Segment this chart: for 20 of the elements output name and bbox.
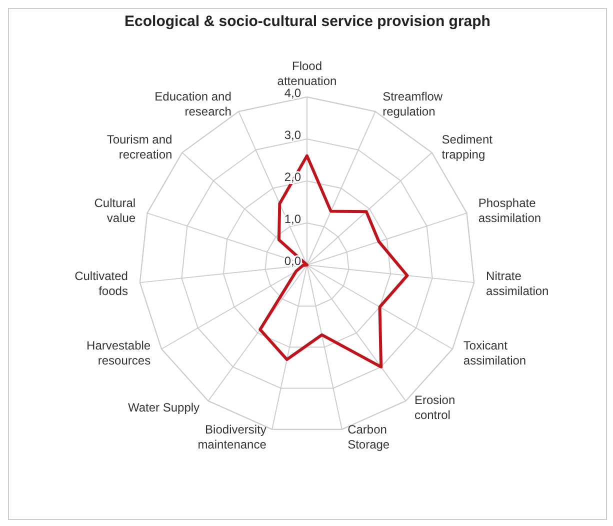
- spoke-label: Erosion control: [414, 392, 456, 422]
- spoke-label: Carbon Storage: [348, 422, 390, 452]
- spoke-label: Cultural value: [94, 196, 136, 226]
- spoke-label: Phosphate assimilation: [478, 196, 542, 226]
- chart-title: Ecological & socio-cultural service provision graph: [124, 13, 492, 30]
- spoke-label: Flood attenuation: [277, 59, 337, 88]
- spoke-label: Nitrate assimilation: [486, 268, 549, 298]
- spoke-label: Biodiversity maintenance: [198, 422, 267, 452]
- spoke-label: Sediment trapping: [442, 132, 494, 162]
- spoke-label: Tourism and recreation: [106, 132, 172, 162]
- spoke-label: Education and research: [154, 90, 232, 119]
- y-tick-label: 0,0: [284, 254, 302, 268]
- y-tick-label: 1,0: [284, 212, 302, 226]
- spoke-label: Streamflow regulation: [382, 90, 443, 119]
- spoke-label: Harvestable resources: [86, 338, 151, 368]
- spoke-label: Toxicant assimilation: [463, 338, 526, 368]
- y-tick-label: 3,0: [284, 128, 302, 142]
- y-tick-label: 4,0: [284, 86, 302, 100]
- spoke-label: Water Supply: [128, 400, 200, 414]
- spoke-label: Cultivated foods: [74, 268, 128, 298]
